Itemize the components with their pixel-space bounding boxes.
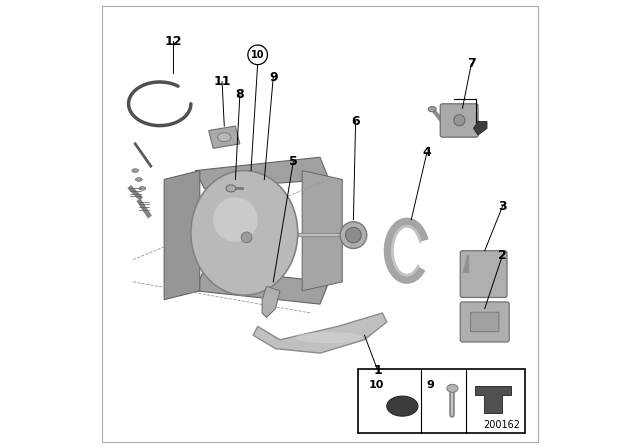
Ellipse shape (296, 332, 362, 343)
Polygon shape (302, 171, 342, 291)
Polygon shape (474, 121, 487, 135)
Ellipse shape (213, 197, 258, 242)
Text: 1: 1 (374, 364, 382, 377)
Ellipse shape (387, 396, 418, 416)
Ellipse shape (132, 169, 139, 172)
FancyBboxPatch shape (440, 104, 478, 137)
Ellipse shape (139, 187, 146, 190)
Polygon shape (463, 255, 469, 273)
Ellipse shape (226, 185, 236, 192)
Text: 12: 12 (164, 35, 182, 48)
Polygon shape (209, 126, 240, 148)
Circle shape (248, 45, 268, 65)
Text: 10: 10 (251, 50, 264, 60)
Ellipse shape (447, 384, 458, 392)
Circle shape (241, 232, 252, 243)
Polygon shape (476, 386, 511, 413)
Text: 9: 9 (269, 71, 278, 84)
Text: 5: 5 (289, 155, 298, 168)
Ellipse shape (218, 133, 231, 142)
Text: 10: 10 (369, 380, 385, 390)
Bar (358, 369, 525, 433)
Ellipse shape (454, 115, 465, 126)
Text: 7: 7 (467, 57, 476, 70)
Ellipse shape (428, 107, 436, 112)
Text: 6: 6 (351, 115, 360, 128)
Text: 11: 11 (213, 75, 231, 88)
Text: 4: 4 (422, 146, 431, 159)
Text: 200162: 200162 (483, 420, 520, 430)
FancyBboxPatch shape (460, 251, 507, 297)
Polygon shape (253, 313, 387, 353)
FancyBboxPatch shape (460, 302, 509, 342)
Polygon shape (164, 171, 200, 300)
Ellipse shape (340, 222, 367, 249)
Text: 8: 8 (236, 88, 244, 101)
Text: 2: 2 (498, 249, 507, 262)
Ellipse shape (136, 178, 142, 181)
Ellipse shape (191, 171, 298, 295)
Polygon shape (195, 268, 329, 304)
Polygon shape (262, 286, 280, 318)
Ellipse shape (346, 227, 361, 243)
Text: 3: 3 (498, 200, 507, 213)
Text: 9: 9 (427, 380, 435, 390)
Polygon shape (195, 157, 329, 188)
FancyBboxPatch shape (470, 312, 499, 332)
